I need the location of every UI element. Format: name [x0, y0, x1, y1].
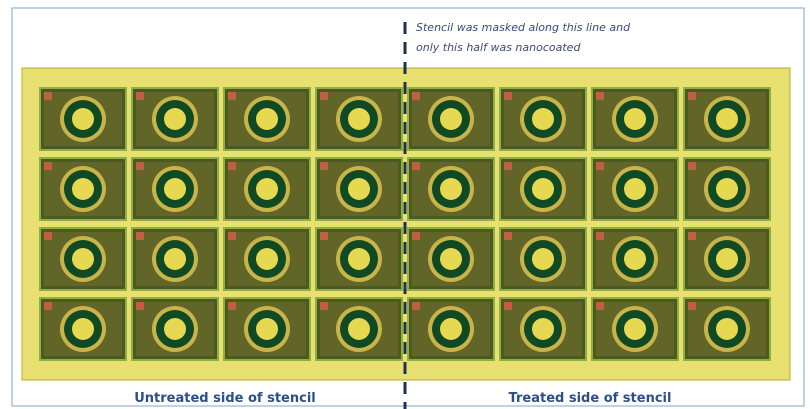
- pad-center: [624, 108, 646, 130]
- pad-center: [256, 108, 278, 130]
- fiducial: [688, 162, 696, 170]
- fiducial: [136, 162, 144, 170]
- fiducial: [688, 302, 696, 310]
- pad-center: [256, 178, 278, 200]
- fiducial: [412, 162, 420, 170]
- pad-center: [72, 108, 94, 130]
- pad-center: [164, 318, 186, 340]
- fiducial: [228, 302, 236, 310]
- fiducial: [136, 232, 144, 240]
- fiducial: [228, 162, 236, 170]
- pad-center: [440, 248, 462, 270]
- side-label: Treated side of stencil: [509, 391, 672, 406]
- fiducial: [44, 302, 52, 310]
- fiducial: [228, 232, 236, 240]
- pad-center: [624, 248, 646, 270]
- pad-center: [348, 178, 370, 200]
- pad-center: [532, 178, 554, 200]
- fiducial: [504, 302, 512, 310]
- pad-center: [348, 108, 370, 130]
- fiducial: [320, 302, 328, 310]
- pad-center: [72, 178, 94, 200]
- fiducial: [688, 92, 696, 100]
- pad-center: [164, 248, 186, 270]
- fiducial: [44, 232, 52, 240]
- fiducial: [596, 302, 604, 310]
- pad-center: [716, 318, 738, 340]
- pad-center: [256, 318, 278, 340]
- annotation-line: only this half was nanocoated: [416, 41, 581, 54]
- figure: Stencil was masked along this line and o…: [0, 0, 810, 409]
- pad-center: [164, 108, 186, 130]
- fiducial: [320, 92, 328, 100]
- pad-center: [440, 178, 462, 200]
- fiducial: [228, 92, 236, 100]
- fiducial: [44, 162, 52, 170]
- pad-center: [164, 178, 186, 200]
- fiducial: [596, 92, 604, 100]
- pad-center: [72, 248, 94, 270]
- fiducial: [320, 232, 328, 240]
- fiducial: [136, 92, 144, 100]
- fiducial: [504, 162, 512, 170]
- pad-center: [72, 318, 94, 340]
- fiducial: [596, 162, 604, 170]
- fiducial: [412, 232, 420, 240]
- pad-center: [440, 108, 462, 130]
- annotation-line: Stencil was masked along this line and: [416, 21, 631, 34]
- pad-center: [532, 318, 554, 340]
- pad-center: [716, 178, 738, 200]
- pad-center: [440, 318, 462, 340]
- pad-center: [716, 108, 738, 130]
- pad-center: [532, 248, 554, 270]
- fiducial: [504, 232, 512, 240]
- fiducial: [504, 92, 512, 100]
- pad-center: [624, 318, 646, 340]
- side-label: Untreated side of stencil: [134, 391, 316, 406]
- pad-center: [256, 248, 278, 270]
- fiducial: [596, 232, 604, 240]
- pad-center: [532, 108, 554, 130]
- fiducial: [412, 302, 420, 310]
- pad-center: [716, 248, 738, 270]
- pad-center: [348, 318, 370, 340]
- fiducial: [688, 232, 696, 240]
- fiducial: [44, 92, 52, 100]
- pad-center: [348, 248, 370, 270]
- fiducial: [320, 162, 328, 170]
- fiducial: [412, 92, 420, 100]
- pad-center: [624, 178, 646, 200]
- fiducial: [136, 302, 144, 310]
